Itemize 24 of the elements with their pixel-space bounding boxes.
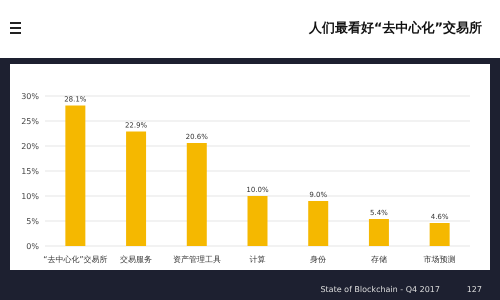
bar [368,219,389,246]
x-tick-label: 计算 [250,255,266,264]
x-tick-label: 资产管理工具 [172,255,221,264]
bar [430,223,450,246]
bar [65,106,86,246]
bar [126,132,146,246]
bar [186,143,207,246]
y-tick-label: 0% [26,242,40,251]
x-tick-label: 存储 [370,255,387,264]
y-tick-label: 30% [21,92,40,101]
x-tick-label: “去中心化”交易所 [43,255,108,264]
y-tick-label: 20% [21,142,40,151]
bar [248,196,268,246]
y-tick-label: 25% [21,117,40,126]
text: State of Blockchain - Q4 2017 [320,285,440,294]
y-tick-label: 10% [21,192,40,201]
y-tick-label: 15% [21,167,40,176]
text: 127 [466,285,482,294]
bar [308,201,328,246]
x-tick-label: 市场预测 [424,255,456,264]
chart-title: 人们最看好“去中心化”交易所 [308,20,482,36]
x-tick-label: 身份 [310,255,326,264]
y-tick-label: 5% [26,217,40,226]
x-tick-label: 交易服务 [120,255,152,264]
